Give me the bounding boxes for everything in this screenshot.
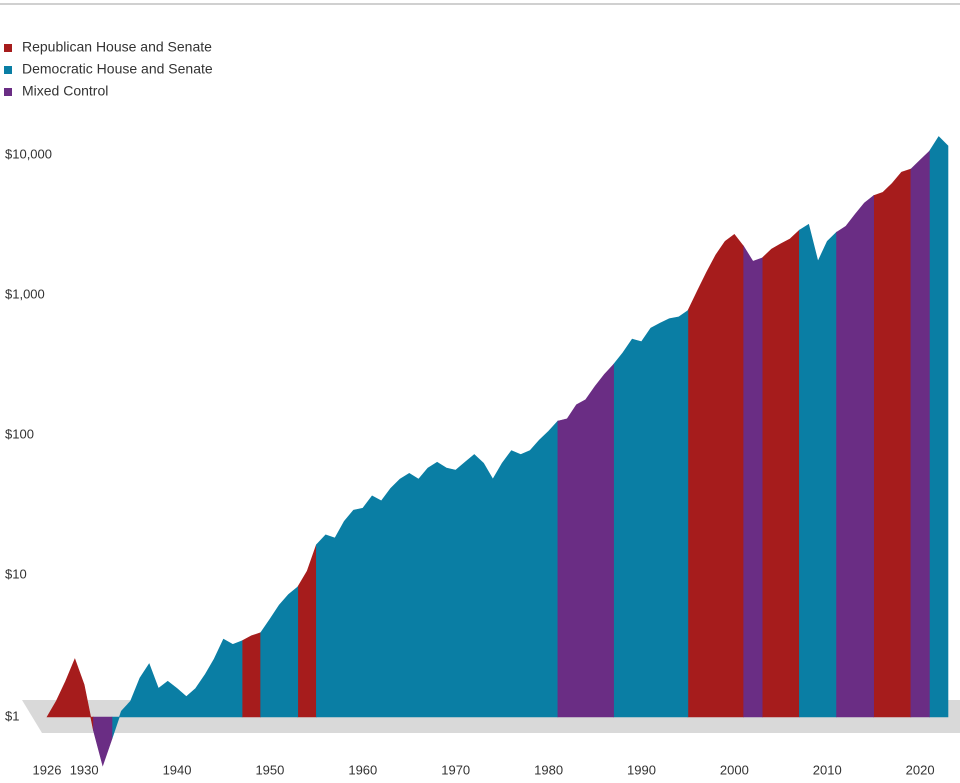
- legend-swatch: [4, 44, 12, 52]
- y-tick-label: $1: [5, 708, 19, 723]
- legend-label: Republican House and Senate: [22, 39, 212, 55]
- x-tick-label: 2000: [720, 762, 749, 777]
- x-tick-label: 2010: [813, 762, 842, 777]
- y-tick-label: $10: [5, 566, 27, 581]
- x-tick-label: 1930: [70, 762, 99, 777]
- y-tick-label: $1,000: [5, 286, 45, 301]
- x-tick-label: 1990: [627, 762, 656, 777]
- y-tick-label: $10,000: [5, 146, 52, 161]
- x-tick-label: 1970: [441, 762, 470, 777]
- legend-label: Mixed Control: [22, 83, 108, 99]
- x-tick-label: 1926: [33, 762, 62, 777]
- x-tick-label: 1940: [163, 762, 192, 777]
- x-tick-label: 1950: [255, 762, 284, 777]
- plot: [46, 136, 949, 767]
- x-tick-label: 1960: [348, 762, 377, 777]
- area: [93, 150, 930, 767]
- area: [46, 168, 912, 731]
- area: [111, 136, 949, 739]
- legend-label: Democratic House and Senate: [22, 61, 213, 77]
- x-tick-label: 2020: [906, 762, 935, 777]
- legend-swatch: [4, 66, 12, 74]
- legend-swatch: [4, 88, 12, 96]
- x-tick-label: 1980: [534, 762, 563, 777]
- y-tick-label: $100: [5, 426, 34, 441]
